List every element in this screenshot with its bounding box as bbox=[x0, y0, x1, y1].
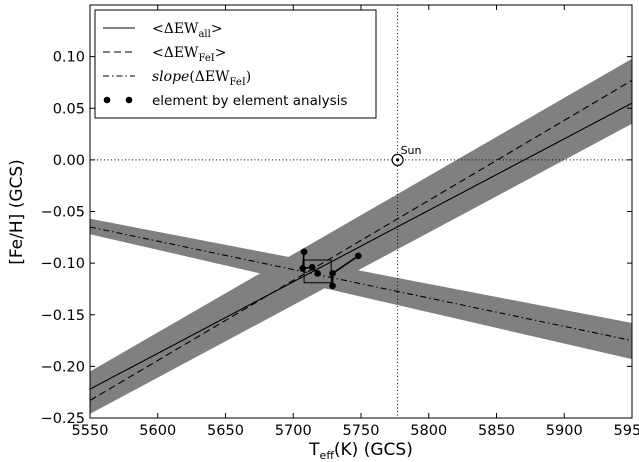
y-tick-label-8: 0.10 bbox=[53, 50, 85, 66]
x-tick-label-1: 5550 bbox=[72, 423, 109, 439]
element-point-4 bbox=[314, 270, 321, 277]
legend-label-2: <ΔEWFeI> bbox=[152, 45, 226, 64]
series-line-1 bbox=[90, 102, 632, 390]
sun-symbol-dot bbox=[395, 158, 400, 162]
element-point-5 bbox=[329, 270, 336, 277]
element-point-3 bbox=[308, 263, 316, 271]
y-tick-label-7: 0.05 bbox=[53, 101, 85, 117]
uncertainty-bands bbox=[90, 58, 632, 414]
element-point-7 bbox=[354, 252, 362, 260]
element-point-2 bbox=[299, 264, 307, 272]
plot-area bbox=[90, 5, 632, 418]
y-tick-label-4: −0.10 bbox=[41, 256, 85, 272]
element-point-1 bbox=[300, 248, 308, 256]
y-tick-label-6: 0.00 bbox=[53, 153, 85, 169]
x-tick-label-5: 5750 bbox=[343, 423, 380, 439]
series-line-3 bbox=[90, 226, 632, 342]
x-tick-label-7: 5850 bbox=[478, 423, 515, 439]
legend-marker-a bbox=[103, 96, 111, 104]
x-tick-label-4: 5700 bbox=[275, 423, 312, 439]
element-point-6 bbox=[329, 282, 336, 290]
uncertainty-band-2 bbox=[90, 218, 632, 360]
x-axis-title: Teff(K) (GCS) bbox=[308, 440, 413, 462]
y-tick-label-5: −0.05 bbox=[41, 205, 85, 221]
legend: <ΔEWall> <ΔEWFeI> slope(ΔEWFeI) element by … bbox=[94, 9, 377, 119]
sun-label: Sun bbox=[401, 144, 422, 157]
series-line-2 bbox=[90, 79, 632, 401]
legend-label-3: slope(ΔEWFeI) bbox=[152, 69, 251, 88]
legend-label-1: <ΔEWall> bbox=[152, 21, 223, 40]
legend-marker-b bbox=[125, 96, 133, 104]
x-tick-label-6: 5800 bbox=[410, 423, 447, 439]
element-markers bbox=[299, 153, 404, 290]
y-tick-label-3: −0.15 bbox=[41, 308, 85, 324]
x-tick-label-2: 5600 bbox=[139, 423, 176, 439]
y-tick-label-2: −0.20 bbox=[41, 359, 85, 375]
y-axis-title: [Fe/H] (GCS) bbox=[7, 159, 27, 265]
reference-lines bbox=[90, 5, 632, 418]
legend-label-4: element by element analysis bbox=[152, 93, 347, 109]
x-tick-label-9: 5950 bbox=[614, 423, 639, 439]
x-tick-label-3: 5650 bbox=[207, 423, 244, 439]
trend-lines bbox=[90, 79, 632, 401]
y-tick-label-1: −0.25 bbox=[41, 411, 85, 427]
element-segment-5 bbox=[332, 255, 359, 275]
uncertainty-band-1 bbox=[90, 58, 632, 414]
legend-box bbox=[94, 9, 377, 119]
axes: 5550 5600 5650 5700 5750 5800 5850 5900 5950 −0.2… bbox=[41, 4, 639, 439]
x-tick-label-8: 5900 bbox=[546, 423, 583, 439]
